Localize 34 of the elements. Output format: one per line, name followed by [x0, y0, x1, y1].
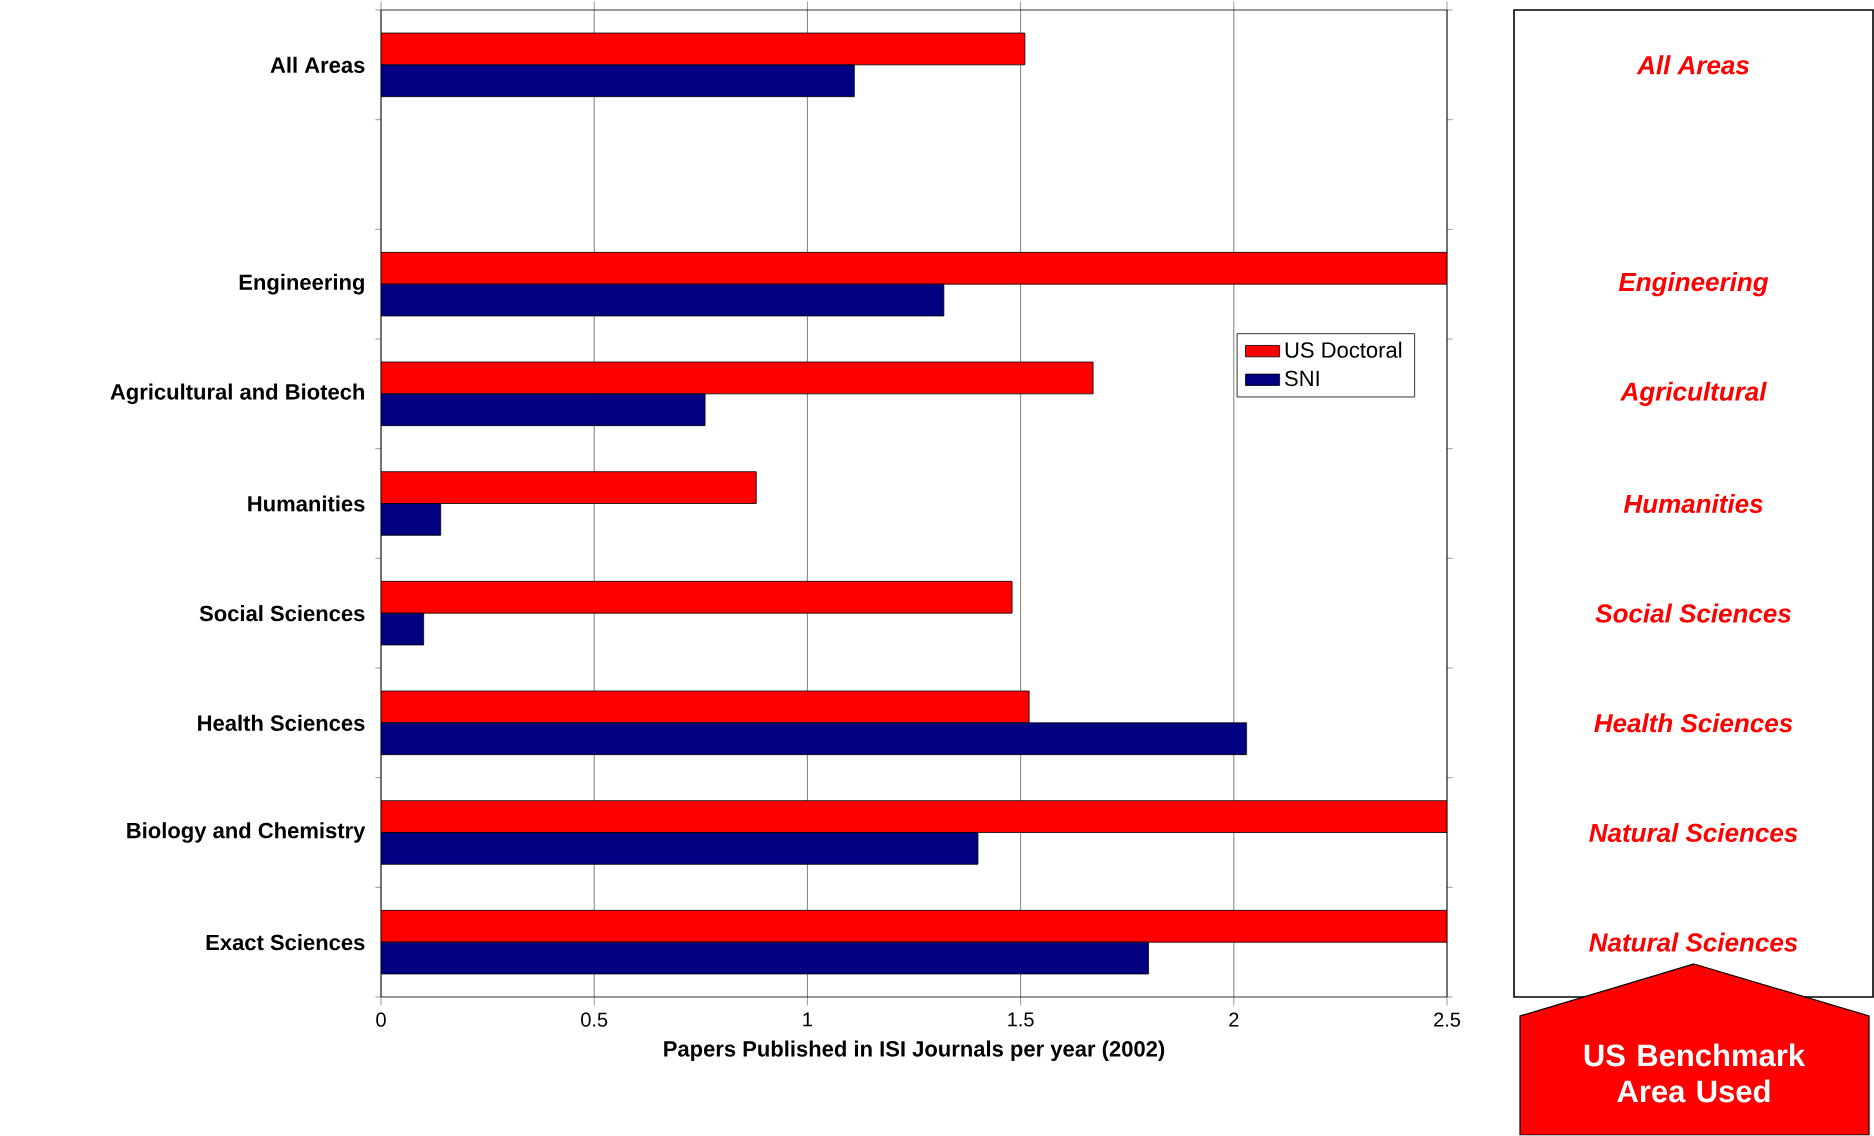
bar — [381, 832, 979, 865]
y-tick-label: Engineering — [239, 274, 364, 295]
category-label: Agricultural — [1620, 381, 1767, 407]
x-tick-label: 2 — [1229, 1012, 1239, 1027]
category-label: Engineering — [1618, 272, 1769, 297]
category-label: Social Sciences — [1595, 603, 1791, 623]
legend-label: US Doctoral — [1285, 341, 1402, 359]
bar — [381, 64, 855, 98]
x-tick-label: 1 — [803, 1012, 813, 1027]
y-tick-label: Health Sciences — [198, 714, 365, 732]
x-axis-title: Papers Published in ISI Journals per year (2002) — [664, 1040, 1165, 1062]
category-label: Humanities — [1623, 494, 1763, 514]
y-tick-label: Exact Sciences — [206, 934, 365, 951]
y-tick-label: Social Sciences — [199, 605, 365, 622]
x-tick-label: 1.5 — [1008, 1012, 1034, 1027]
x-tick-label: 0.5 — [581, 1012, 608, 1027]
category-label: Natural Sciences — [1589, 823, 1798, 843]
bar — [381, 941, 1149, 975]
y-tick-label: Humanities — [248, 495, 365, 512]
bar — [381, 393, 706, 427]
bar — [381, 612, 425, 646]
category-label: Natural Sciences — [1589, 932, 1798, 952]
x-tick-label: 0 — [376, 1012, 386, 1027]
text: US Benchmark Area Used — [1584, 1043, 1806, 1103]
bar — [381, 503, 442, 536]
bar — [381, 283, 945, 317]
category-label: All Areas — [1636, 55, 1749, 75]
x-tick-label: 2.5 — [1434, 1012, 1461, 1027]
y-tick-label: All Areas — [270, 56, 365, 74]
category-label: Health Sciences — [1594, 713, 1793, 733]
y-tick-label: Agricultural and Biotech — [110, 383, 365, 405]
legend-label: SNI — [1285, 370, 1319, 387]
bar — [381, 722, 1247, 756]
y-tick-label: Biology and Chemistry — [127, 822, 366, 844]
